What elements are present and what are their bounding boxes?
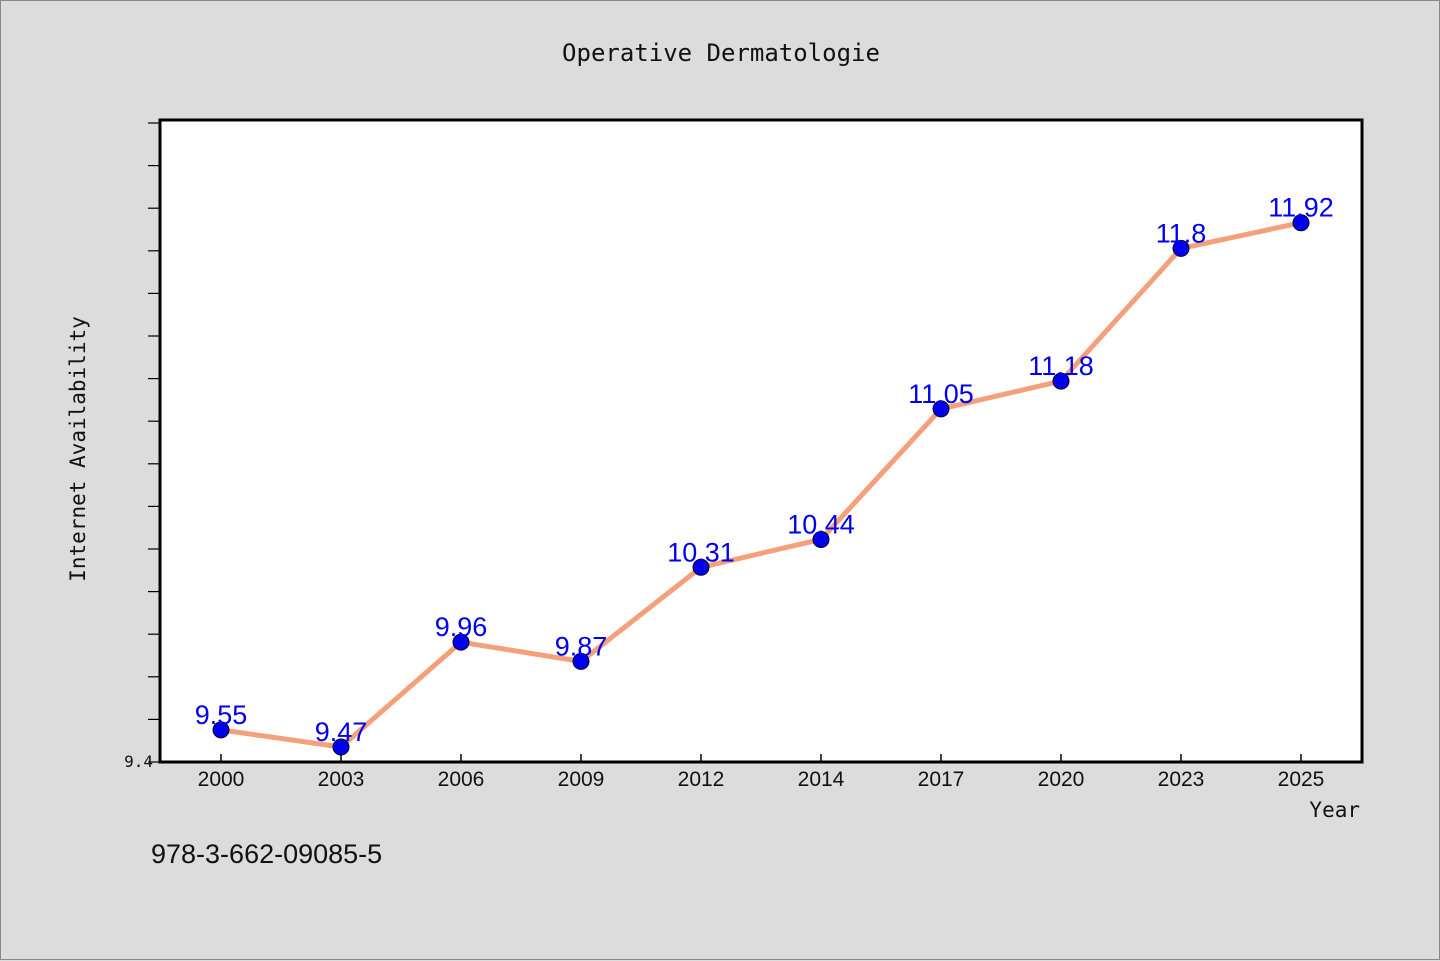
x-tick-label: 2012 <box>678 768 725 791</box>
data-label: 11.05 <box>908 379 974 409</box>
chart-title: Operative Dermatologie <box>562 39 880 67</box>
x-tick-label: 2025 <box>1278 768 1325 791</box>
data-label: 9.87 <box>555 631 608 661</box>
x-tick-label: 2003 <box>318 768 365 791</box>
data-labels: 9.55 9.47 9.96 9.87 10.31 10.44 11.05 11.18 11.8… <box>195 193 1334 747</box>
data-label: 9.47 <box>315 717 368 747</box>
x-tick-label: 2020 <box>1038 768 1085 791</box>
data-label: 11.8 <box>1156 218 1207 248</box>
x-tick-label: 2017 <box>918 768 965 791</box>
data-point <box>692 558 710 576</box>
x-axis-ticks: 2000 2003 2006 2009 2012 2014 2017 2020 2023 2025 <box>198 754 1325 791</box>
x-tick-label: 2014 <box>798 768 845 791</box>
data-point <box>932 400 950 418</box>
y-axis-min-tick-label: 9.4 <box>124 752 153 771</box>
isbn-footer: 978-3-662-09085-5 <box>151 839 382 869</box>
data-point <box>332 738 350 756</box>
x-tick-label: 2000 <box>198 768 245 791</box>
data-label: 9.96 <box>435 612 488 642</box>
y-axis-label: Internet Availability <box>66 316 90 582</box>
data-label: 10.44 <box>787 509 855 539</box>
series-line <box>218 220 1304 750</box>
data-point <box>212 721 230 739</box>
x-tick-label: 2023 <box>1158 768 1205 791</box>
data-label: 10.31 <box>667 537 735 567</box>
data-point <box>1172 239 1190 257</box>
data-label: 9.55 <box>195 700 248 730</box>
x-axis-label: Year <box>1309 798 1360 822</box>
data-point <box>452 633 470 651</box>
y-axis-ticks <box>148 122 160 763</box>
data-point <box>572 652 590 670</box>
data-point <box>812 530 830 548</box>
plot-area <box>158 118 1364 764</box>
data-label: 11.18 <box>1028 351 1094 381</box>
series-line-group <box>218 220 1304 750</box>
data-point <box>1292 214 1310 232</box>
data-points <box>212 214 1310 756</box>
data-point <box>1052 372 1070 390</box>
data-label: 11.92 <box>1268 193 1334 223</box>
x-tick-label: 2009 <box>558 768 605 791</box>
x-tick-label: 2006 <box>438 768 485 791</box>
